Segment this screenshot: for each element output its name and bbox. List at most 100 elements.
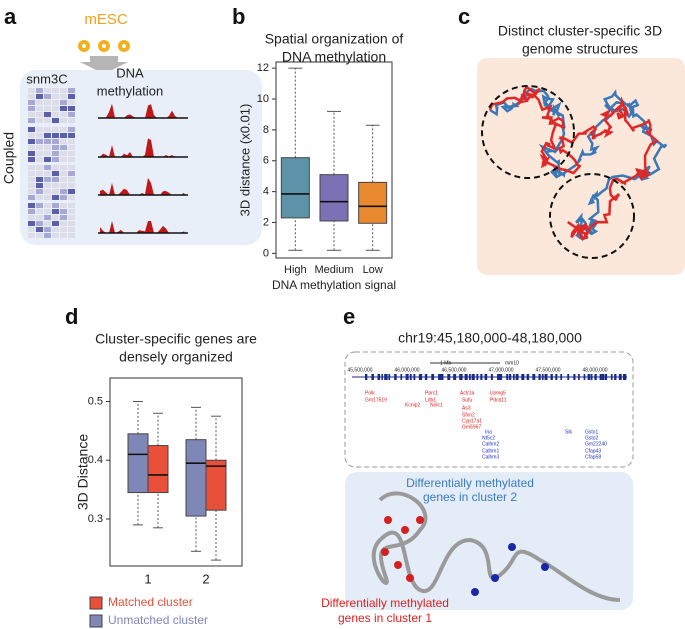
- red-gene: Polk: [365, 390, 375, 396]
- gene: [587, 374, 591, 380]
- gene: [497, 374, 500, 380]
- gene: [371, 374, 374, 380]
- coord-label: 47,000,000: [488, 367, 513, 373]
- red-gene: Usmg5: [490, 390, 506, 396]
- coupled-label: Coupled: [1, 132, 17, 184]
- y-tick-label: 2: [263, 216, 269, 228]
- red-gene: Cyp17a1: [462, 418, 482, 424]
- matrix-cell: [52, 139, 59, 144]
- gene: [499, 374, 503, 380]
- matrix-cell: [60, 127, 67, 132]
- matrix-cell: [36, 209, 43, 214]
- matrix-cell: [44, 203, 51, 208]
- y-tick-label: 6: [263, 155, 269, 167]
- matrix-cell: [28, 209, 35, 214]
- matrix-cell: [68, 233, 75, 238]
- gene: [599, 374, 602, 380]
- matrix-cell: [44, 189, 51, 194]
- matrix-cell: [44, 88, 51, 93]
- box: [147, 445, 169, 494]
- cell-label: mESC: [84, 11, 128, 28]
- scale-label: 1 Mb: [440, 360, 451, 366]
- coord-label: 47,500,000: [535, 367, 560, 373]
- matrix-cell: [36, 233, 43, 238]
- matrix-cell: [44, 183, 51, 188]
- matrix-cell: [68, 221, 75, 226]
- matrix-cell: [44, 112, 51, 117]
- matrix-cell: [52, 233, 59, 238]
- gene: [541, 374, 544, 380]
- matrix-cell: [52, 112, 59, 117]
- gene: [480, 374, 483, 380]
- matrix-cell: [68, 183, 75, 188]
- matrix-cell: [68, 127, 75, 132]
- coord-label: 46,500,000: [441, 367, 466, 373]
- plot-frame: [109, 377, 243, 567]
- gene: [431, 374, 435, 380]
- matrix-cell: [44, 171, 51, 176]
- matrix-cell: [36, 227, 43, 232]
- matrix-cell: [28, 171, 35, 176]
- matrix-cell: [52, 221, 59, 226]
- red-gene: Ldb1: [425, 397, 436, 403]
- gene: [544, 374, 548, 380]
- gene: [381, 374, 383, 380]
- blue-gene: Gm22240: [585, 441, 607, 447]
- cluster2-label: Differentially methylated: [406, 476, 534, 490]
- matrix-cell: [52, 189, 59, 194]
- gene: [424, 374, 428, 380]
- matrix-cell: [68, 189, 75, 194]
- matrix-cell: [60, 209, 67, 214]
- matrix-cell: [52, 106, 59, 111]
- matrix-cell: [44, 106, 51, 111]
- gene: [418, 374, 423, 380]
- panel-title: Distinct cluster-specific 3D: [498, 23, 662, 39]
- matrix-cell: [36, 145, 43, 150]
- gene: [573, 374, 576, 380]
- gene: [513, 374, 515, 380]
- matrix-cell: [68, 94, 75, 99]
- y-axis-label: 3D Distance: [75, 434, 91, 510]
- matrix-cell: [60, 118, 67, 123]
- matrix-cell: [28, 203, 35, 208]
- matrix-cell: [68, 177, 75, 182]
- gene: [490, 374, 493, 380]
- red-gene: Gm5967: [462, 424, 481, 430]
- matrix-cell: [36, 171, 43, 176]
- track-box: [344, 351, 634, 468]
- x-axis-label: DNA methylation signal: [272, 278, 396, 292]
- box: [358, 181, 388, 224]
- gene: [532, 374, 536, 380]
- matrix-cell: [52, 195, 59, 200]
- matrix-cell: [60, 133, 67, 138]
- gene: [394, 374, 397, 380]
- structure: [488, 85, 668, 241]
- matrix-cell: [60, 157, 67, 162]
- matrix-cell: [44, 145, 51, 150]
- gene: [604, 374, 608, 380]
- matrix-cell: [68, 112, 75, 117]
- gene: [384, 374, 388, 380]
- matrix-cell: [28, 233, 35, 238]
- matrix-cell: [28, 165, 35, 170]
- panel-letter: d: [65, 304, 78, 329]
- matrix-cell: [52, 171, 59, 176]
- gene: [515, 374, 519, 380]
- matrix-cell: [52, 165, 59, 170]
- matrix-cell: [36, 151, 43, 156]
- matrix-cell: [60, 177, 67, 182]
- matrix-cell: [60, 221, 67, 226]
- matrix-cell: [60, 106, 67, 111]
- gene: [614, 374, 617, 380]
- gene: [526, 374, 530, 380]
- gene: [578, 374, 580, 380]
- matrix-cell: [28, 133, 35, 138]
- matrix-cell: [44, 118, 51, 123]
- matrix-cell: [60, 189, 67, 194]
- gene: [468, 374, 471, 380]
- matrix-cell: [28, 177, 35, 182]
- matrix-cell: [28, 195, 35, 200]
- gene: [590, 374, 593, 380]
- matrix-cell: [52, 209, 59, 214]
- red-locus: [381, 548, 389, 556]
